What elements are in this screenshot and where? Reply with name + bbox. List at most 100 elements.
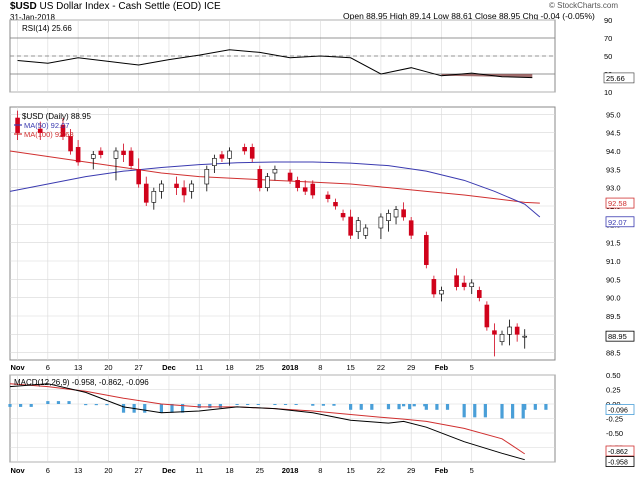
header-date: 31-Jan-2018: [10, 13, 55, 22]
candle-body: [401, 209, 406, 218]
candle-body: [378, 216, 384, 229]
candle-body: [348, 216, 353, 236]
macd-histogram-bar: [294, 404, 298, 405]
candle-body: [287, 172, 293, 181]
macd-histogram-bar: [332, 404, 336, 406]
candle-body: [136, 169, 141, 185]
candle-body: [189, 183, 194, 192]
candle-body: [113, 150, 119, 159]
macd-signal-line: [9, 383, 525, 455]
price-xtick-label: Feb: [435, 363, 449, 372]
candle-body: [181, 187, 187, 196]
rsi-value-badge: [603, 72, 635, 84]
macd-histogram-bar: [46, 401, 50, 404]
candle-body: [174, 183, 179, 188]
candle-body: [355, 220, 361, 232]
macd-histogram-bar: [483, 404, 487, 418]
candle-body: [507, 326, 512, 335]
price-xtick-label: Dec: [162, 363, 176, 372]
candle-body: [454, 275, 459, 287]
macd-xtick-label: 13: [74, 466, 82, 475]
candle-body: [477, 290, 482, 298]
macd-histogram-bar: [349, 404, 353, 410]
macd-histogram-bar: [445, 404, 450, 410]
candle-body: [265, 176, 270, 188]
macd-histogram-bar: [521, 404, 525, 419]
macd-xtick-label: 11: [195, 466, 203, 475]
price-badge-label: 88.95: [608, 332, 627, 341]
macd-histogram-bar: [246, 404, 250, 405]
macd-badge-label: -0.862: [608, 449, 628, 456]
ma50-line: [9, 161, 541, 218]
macd-value-badge: [605, 404, 635, 415]
macd-badge-label: -0.096: [608, 408, 628, 415]
candle-body: [159, 183, 164, 192]
candle-body: [212, 158, 217, 166]
macd-histogram-bar: [208, 404, 212, 409]
candle-body: [257, 169, 263, 188]
price-value-badge: [605, 216, 635, 228]
macd-histogram-bar: [412, 404, 416, 407]
macd-histogram-bar: [424, 404, 428, 410]
macd-histogram-bar: [159, 404, 163, 413]
price-xtick-label: 6: [46, 363, 50, 372]
price-xtick-label: 11: [195, 363, 203, 372]
candle-body: [408, 220, 414, 236]
price-xtick-label: 25: [256, 363, 264, 372]
candle-body: [522, 335, 528, 338]
candle-body: [439, 290, 444, 295]
macd-histogram-bar: [256, 404, 260, 405]
header-quote: Open 88.95 High 89.14 Low 88.61 Close 88…: [343, 11, 595, 21]
macd-histogram-bar: [56, 401, 61, 404]
candle-body: [393, 209, 399, 218]
ma100-line: [9, 150, 540, 204]
price-ytick-label: 93.0: [606, 184, 621, 193]
candle-body: [461, 282, 467, 287]
price-ytick-label: 91.5: [606, 239, 621, 248]
macd-value-badge: [605, 456, 635, 467]
price-xtick-label: 13: [74, 363, 82, 372]
rsi-ytick-label: 70: [604, 34, 612, 43]
price-ytick-label: 89.5: [606, 312, 621, 321]
candle-body: [68, 136, 73, 152]
macd-histogram-bar: [105, 404, 109, 406]
macd-histogram-bar: [533, 404, 537, 410]
candle-body: [128, 150, 134, 166]
macd-histogram-bar: [500, 404, 504, 419]
candle-body: [484, 304, 490, 328]
candle-body: [75, 147, 81, 163]
credit: © StockCharts.com: [549, 1, 619, 10]
macd-histogram-bar: [544, 404, 548, 410]
candle-body: [295, 180, 300, 188]
macd-ytick-label: -0.25: [606, 415, 623, 424]
candle-body: [219, 154, 225, 159]
macd-histogram-bar: [94, 404, 98, 406]
macd-histogram-bar: [29, 404, 33, 407]
price-xtick-label: 20: [104, 363, 112, 372]
candle-body: [325, 194, 331, 199]
price-badge-label: 92.07: [608, 218, 627, 227]
macd-xtick-label: 25: [256, 466, 264, 475]
rsi-title: RSI(14) 25.66: [22, 24, 72, 33]
macd-histogram-bar: [218, 404, 223, 409]
macd-badge-label: -0.958: [608, 460, 628, 467]
macd-xtick-label: Nov: [10, 466, 25, 475]
rsi-line: [17, 49, 533, 79]
macd-histogram-bar: [321, 404, 325, 406]
price-xtick-label: 8: [318, 363, 322, 372]
macd-xtick-label: 22: [377, 466, 385, 475]
candle-body: [37, 128, 43, 133]
candle-body: [242, 147, 247, 152]
candle-body: [514, 326, 520, 335]
macd-line: [9, 383, 525, 461]
ma50-legend-label: MA(50) 92.07: [24, 121, 69, 130]
macd-ytick-label: 0.50: [606, 371, 621, 380]
price-xtick-label: 15: [346, 363, 354, 372]
macd-histogram-bar: [523, 404, 527, 410]
macd-histogram-bar: [273, 404, 277, 405]
candle-body: [143, 183, 149, 203]
macd-histogram-bar: [511, 404, 515, 419]
candle-body: [424, 235, 429, 265]
macd-histogram-bar: [435, 404, 439, 410]
